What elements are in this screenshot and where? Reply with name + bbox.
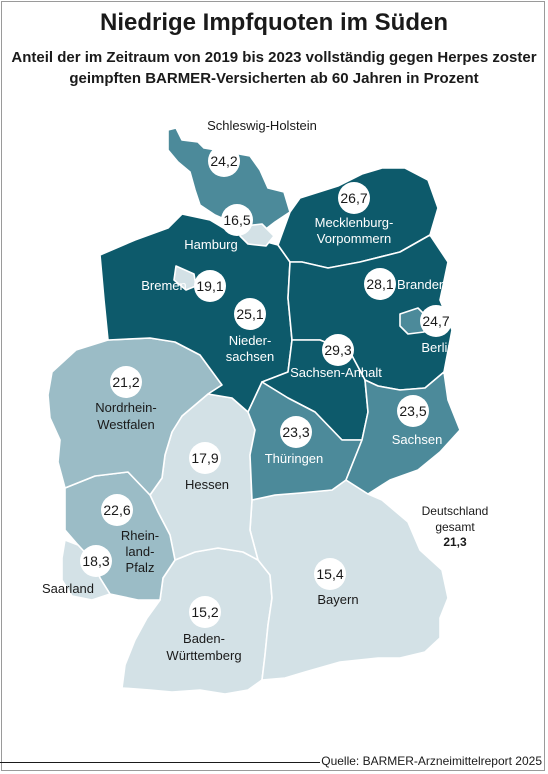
value-badge-hamburg xyxy=(221,204,253,236)
value-badge-baden-wuerttemberg xyxy=(189,596,221,628)
state-shape-berlin xyxy=(399,307,427,335)
value-badge-brandenburg xyxy=(364,268,396,300)
value-text-thueringen: 23,3 xyxy=(282,424,309,440)
value-badge-bremen xyxy=(194,270,226,302)
state-label-line: Schleswig-Holstein xyxy=(207,118,317,133)
map-title: Niedrige Impfquoten im Süden xyxy=(99,9,448,36)
state-shape-bremen xyxy=(173,265,197,291)
state-label-baden-wuerttemberg: Baden- Württemberg xyxy=(166,631,241,663)
state-label-bremen: Bremen xyxy=(141,278,187,293)
value-badge-hessen xyxy=(189,442,221,474)
state-label-line: sachsen xyxy=(226,349,274,364)
state-label-line: Nordrhein- xyxy=(95,400,156,415)
value-text-bayern: 15,4 xyxy=(316,566,343,582)
value-badge-mecklenburg-vorpommern xyxy=(338,182,370,214)
state-label-line: Sachsen xyxy=(392,432,443,447)
value-text-rheinland-pfalz: 22,6 xyxy=(103,502,130,518)
state-label-line: Württemberg xyxy=(166,648,241,663)
state-label-sachsen-anhalt: Sachsen-Anhalt xyxy=(290,365,382,380)
state-label-line: Rhein- xyxy=(121,528,159,543)
state-label-hamburg: Hamburg xyxy=(184,237,237,252)
state-label-hessen: Hessen xyxy=(185,477,229,492)
value-badge-sachsen-anhalt xyxy=(322,334,354,366)
value-text-sachsen: 23,5 xyxy=(399,403,426,419)
state-label-line: land- xyxy=(126,544,155,559)
value-badge-rheinland-pfalz xyxy=(101,494,133,526)
value-text-niedersachsen: 25,1 xyxy=(236,306,263,322)
value-badge-niedersachsen xyxy=(234,298,266,330)
state-label-nordrhein-westfalen: Nordrhein- Westfalen xyxy=(95,400,156,432)
value-badge-sachsen xyxy=(397,395,429,427)
state-label-thueringen: Thüringen xyxy=(265,451,324,466)
total-label: Deutschland gesamt xyxy=(421,504,489,534)
source-note: Quelle: BARMER-Arzneimittelreport 2025 xyxy=(321,754,542,768)
source-divider xyxy=(0,762,320,763)
state-label-mecklenburg-vorpommern: Mecklenburg-Vorpommern xyxy=(315,215,394,246)
value-badge-berlin xyxy=(420,305,452,337)
value-text-saarland: 18,3 xyxy=(82,553,109,569)
state-label-niedersachsen: Nieder-sachsen xyxy=(226,333,274,364)
value-badge-thueringen xyxy=(280,416,312,448)
state-label-line: Thüringen xyxy=(265,451,324,466)
map-subtitle: Anteil der im Zeitraum von 2019 bis 2023… xyxy=(11,49,537,87)
state-label-line: Baden- xyxy=(183,631,225,646)
state-label-line: Hessen xyxy=(185,477,229,492)
state-label-line: Saarland xyxy=(42,581,94,596)
state-shape-sachsen xyxy=(345,371,461,495)
state-label-sachsen: Sachsen xyxy=(392,432,443,447)
total-value: 21,3 xyxy=(443,535,467,549)
value-badge-bayern xyxy=(314,558,346,590)
state-label-line: Westfalen xyxy=(97,417,155,432)
value-text-brandenburg: 28,1 xyxy=(366,276,393,292)
value-text-hamburg: 16,5 xyxy=(223,212,250,228)
value-text-bremen: 19,1 xyxy=(196,278,223,294)
state-label-line: Bremen xyxy=(141,278,187,293)
value-text-berlin: 24,7 xyxy=(422,313,449,329)
value-badge-nordrhein-westfalen xyxy=(110,366,142,398)
state-label-saarland: Saarland xyxy=(42,581,94,596)
state-label-berlin: Berlin xyxy=(421,340,454,355)
value-text-mecklenburg-vorpommern: 26,7 xyxy=(340,190,367,206)
state-label-rheinland-pfalz: Rhein-land-Pfalz xyxy=(121,528,159,575)
state-label-line: Hamburg xyxy=(184,237,237,252)
state-label-line: Sachsen-Anhalt xyxy=(290,365,382,380)
state-label-line: Bayern xyxy=(317,592,358,607)
value-text-hessen: 17,9 xyxy=(191,450,218,466)
state-label-line: Mecklenburg- xyxy=(315,215,394,230)
state-label-line: Nieder- xyxy=(229,333,272,348)
state-label-line: Pfalz xyxy=(126,560,155,575)
value-text-sachsen-anhalt: 29,3 xyxy=(324,342,351,358)
state-label-line: Brandenburg xyxy=(397,277,472,292)
value-text-baden-wuerttemberg: 15,2 xyxy=(191,604,218,620)
state-label-line: Vorpommern xyxy=(317,231,391,246)
value-text-schleswig-holstein: 24,2 xyxy=(210,153,237,169)
value-badge-schleswig-holstein xyxy=(208,145,240,177)
state-label-bayern: Bayern xyxy=(317,592,358,607)
value-text-nordrhein-westfalen: 21,2 xyxy=(112,374,139,390)
state-label-schleswig-holstein: Schleswig-Holstein xyxy=(207,118,317,133)
value-badge-saarland xyxy=(80,545,112,577)
state-label-brandenburg: Brandenburg xyxy=(397,277,472,292)
state-label-line: Berlin xyxy=(421,340,454,355)
